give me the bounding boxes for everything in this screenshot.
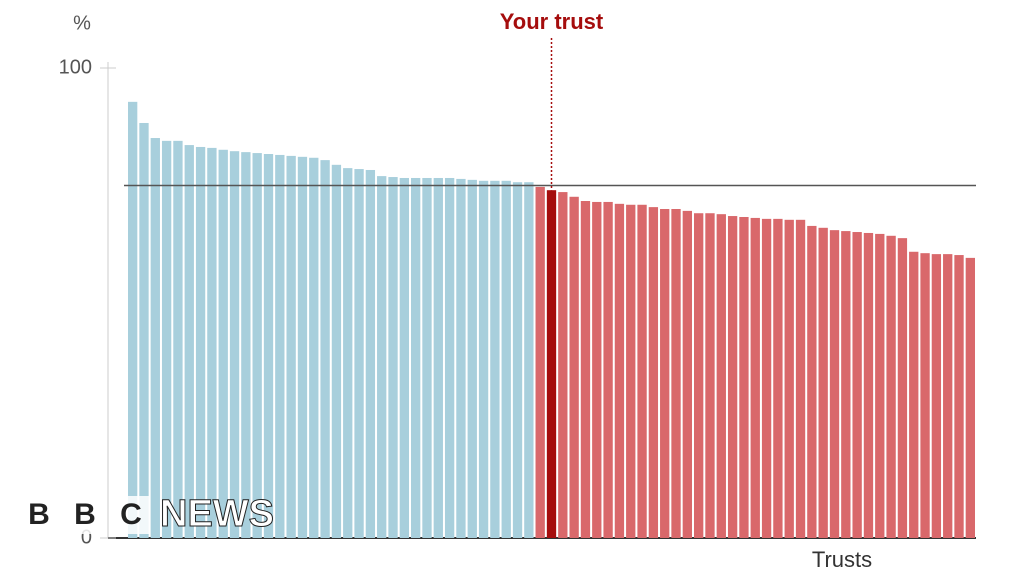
bar <box>422 177 432 539</box>
bar <box>297 156 308 538</box>
bar <box>411 177 421 539</box>
bar <box>614 203 625 538</box>
bar <box>716 214 726 539</box>
y-tick-label: 100 <box>59 56 92 78</box>
bar <box>173 140 183 538</box>
bar <box>377 176 387 538</box>
bar <box>931 254 942 538</box>
bar <box>524 182 534 538</box>
bar <box>671 209 681 538</box>
bar <box>705 213 715 539</box>
bar <box>546 190 557 538</box>
bar <box>954 255 964 538</box>
bar <box>558 192 568 538</box>
bar <box>852 232 862 538</box>
bar <box>580 201 591 538</box>
bar <box>229 151 240 538</box>
bar <box>773 218 783 538</box>
bar <box>388 177 398 539</box>
bar <box>807 225 817 539</box>
bar <box>241 152 251 538</box>
y-tick-label: 0 <box>81 526 92 548</box>
bar <box>139 122 149 539</box>
logo-box <box>20 496 58 534</box>
logo: B B C NEWS <box>20 493 275 536</box>
bar <box>795 219 806 538</box>
bar <box>195 146 206 538</box>
bar <box>569 196 579 538</box>
bar <box>512 182 523 538</box>
bar <box>399 177 409 539</box>
bar <box>252 153 262 538</box>
bar <box>456 178 466 539</box>
bar <box>207 147 217 538</box>
bar <box>444 177 455 539</box>
bar <box>875 233 885 538</box>
bar <box>660 209 670 538</box>
bar <box>343 168 353 539</box>
bar <box>150 138 160 538</box>
bar <box>161 140 172 538</box>
bar <box>886 235 896 539</box>
bar <box>501 180 511 539</box>
bar <box>897 238 908 538</box>
bar <box>761 218 772 538</box>
bar <box>275 154 285 538</box>
bar <box>818 227 828 539</box>
bar <box>433 177 443 539</box>
x-axis-label: Trusts <box>812 547 872 572</box>
bar <box>263 154 274 538</box>
logo-letter: C <box>120 498 142 531</box>
bar <box>320 160 330 538</box>
bar <box>727 216 738 539</box>
bar <box>365 169 376 539</box>
bar <box>637 204 647 538</box>
bar <box>909 251 919 538</box>
bar <box>841 231 851 538</box>
logo-box <box>66 496 104 534</box>
annotation: Your trust <box>500 9 604 34</box>
bar <box>648 207 659 538</box>
bar <box>739 216 749 539</box>
bar <box>478 180 489 539</box>
bar <box>829 230 840 538</box>
bar <box>331 164 342 538</box>
logo-letter: B <box>28 498 50 531</box>
bar <box>626 204 636 538</box>
logo-letter: B <box>74 498 96 531</box>
bar <box>750 217 760 538</box>
bar <box>467 179 477 539</box>
bar <box>592 201 602 538</box>
bar <box>682 210 692 538</box>
y-axis-label: % <box>73 12 91 34</box>
bar <box>184 145 194 538</box>
bar <box>920 253 930 538</box>
bar <box>218 149 228 538</box>
bar <box>309 157 319 538</box>
bar <box>694 213 704 539</box>
bar <box>535 186 545 538</box>
bar <box>128 101 138 538</box>
bar <box>863 232 874 538</box>
bar <box>490 180 500 539</box>
bar <box>603 201 613 538</box>
bar <box>354 169 364 539</box>
logo-text: NEWS <box>160 493 274 535</box>
bar <box>943 254 953 538</box>
bar <box>965 257 975 538</box>
bar <box>784 219 794 538</box>
bar <box>286 155 296 538</box>
logo-box <box>112 496 150 534</box>
